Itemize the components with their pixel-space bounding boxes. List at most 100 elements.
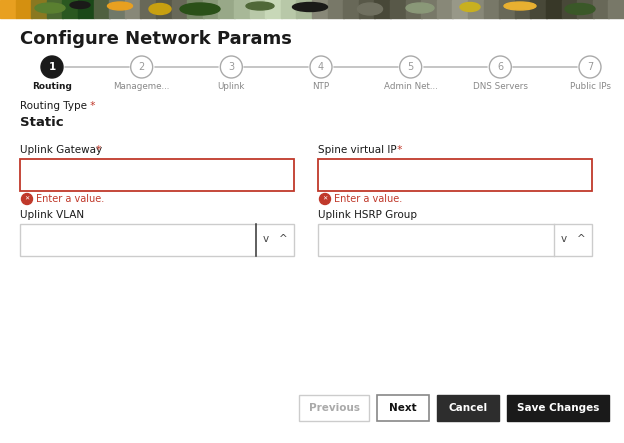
Text: Manageme...: Manageme... [114, 82, 170, 91]
Bar [78, 0, 94, 18]
Bar [62, 0, 79, 18]
Text: Save Changes: Save Changes [517, 403, 599, 413]
Ellipse shape [460, 3, 480, 12]
Circle shape [220, 56, 242, 78]
Bar [359, 0, 375, 18]
Text: ✕: ✕ [24, 197, 29, 202]
Bar [125, 0, 141, 18]
Text: Routing: Routing [32, 82, 72, 91]
Text: Uplink VLAN: Uplink VLAN [20, 210, 84, 220]
Bar [515, 0, 531, 18]
Bar [374, 0, 391, 18]
FancyBboxPatch shape [437, 395, 499, 421]
FancyBboxPatch shape [20, 224, 294, 256]
Text: 7: 7 [587, 62, 593, 72]
Text: 2: 2 [139, 62, 145, 72]
Ellipse shape [565, 4, 595, 15]
Bar [530, 0, 547, 18]
Ellipse shape [70, 1, 90, 8]
Text: ✕: ✕ [323, 197, 328, 202]
Text: ^: ^ [577, 234, 585, 244]
Text: v: v [263, 234, 269, 244]
Bar [468, 0, 484, 18]
Text: Cancel: Cancel [449, 403, 487, 413]
Bar [0, 0, 16, 18]
Bar [218, 0, 235, 18]
Text: Uplink: Uplink [218, 82, 245, 91]
Circle shape [21, 194, 32, 205]
Bar [281, 0, 297, 18]
Circle shape [310, 56, 332, 78]
Text: 6: 6 [497, 62, 504, 72]
Text: Spine virtual IP: Spine virtual IP [318, 145, 397, 155]
Bar [593, 0, 609, 18]
Text: 1: 1 [49, 62, 56, 72]
Ellipse shape [149, 4, 171, 15]
FancyBboxPatch shape [507, 395, 609, 421]
Ellipse shape [358, 3, 383, 15]
Text: *: * [394, 145, 402, 155]
Text: Admin Net...: Admin Net... [384, 82, 437, 91]
Circle shape [319, 194, 331, 205]
Text: *: * [87, 101, 95, 111]
FancyBboxPatch shape [299, 395, 369, 421]
Bar [312, 0, 328, 18]
FancyBboxPatch shape [20, 159, 294, 191]
Text: Enter a value.: Enter a value. [334, 194, 402, 204]
Ellipse shape [504, 2, 536, 10]
Bar [562, 0, 578, 18]
Ellipse shape [246, 2, 274, 10]
Text: 5: 5 [407, 62, 414, 72]
Bar [452, 0, 469, 18]
Text: ^: ^ [279, 234, 288, 244]
Bar [265, 0, 281, 18]
Bar [187, 0, 203, 18]
Bar [343, 0, 359, 18]
Ellipse shape [180, 3, 220, 15]
Circle shape [130, 56, 153, 78]
Text: Uplink Gateway: Uplink Gateway [20, 145, 102, 155]
Bar [203, 0, 219, 18]
FancyBboxPatch shape [318, 159, 592, 191]
Ellipse shape [107, 2, 132, 10]
Circle shape [579, 56, 601, 78]
Circle shape [489, 56, 511, 78]
Bar [577, 0, 593, 18]
Bar [94, 0, 110, 18]
Text: Configure Network Params: Configure Network Params [20, 30, 292, 48]
Text: NTP: NTP [313, 82, 329, 91]
Bar [31, 0, 47, 18]
Bar [437, 0, 453, 18]
Text: DNS Servers: DNS Servers [473, 82, 528, 91]
Bar [47, 0, 63, 18]
Text: Uplink HSRP Group: Uplink HSRP Group [318, 210, 417, 220]
Bar [109, 0, 125, 18]
Bar [328, 0, 344, 18]
Text: Routing Type: Routing Type [20, 101, 87, 111]
Bar [499, 0, 515, 18]
Text: 3: 3 [228, 62, 235, 72]
Circle shape [399, 56, 422, 78]
Bar [296, 0, 313, 18]
Bar [390, 0, 406, 18]
Ellipse shape [35, 3, 65, 13]
Text: Static: Static [20, 116, 64, 129]
Circle shape [41, 56, 63, 78]
Bar [484, 0, 500, 18]
Bar [156, 0, 172, 18]
Text: Previous: Previous [308, 403, 359, 413]
Text: *: * [93, 145, 101, 155]
Text: v: v [561, 234, 567, 244]
Bar [546, 0, 562, 18]
FancyBboxPatch shape [318, 224, 592, 256]
Bar [250, 0, 266, 18]
Text: Next: Next [389, 403, 417, 413]
Text: 4: 4 [318, 62, 324, 72]
Bar [172, 0, 188, 18]
Bar [16, 0, 32, 18]
Text: Public IPs: Public IPs [570, 82, 610, 91]
Bar [234, 0, 250, 18]
Bar [140, 0, 157, 18]
Text: Enter a value.: Enter a value. [36, 194, 104, 204]
Ellipse shape [293, 3, 328, 12]
